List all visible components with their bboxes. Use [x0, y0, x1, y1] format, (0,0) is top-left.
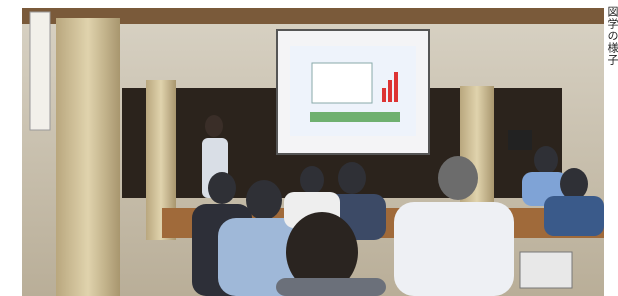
slide-bar	[382, 88, 386, 102]
slide-bar	[388, 80, 392, 102]
handout	[520, 252, 572, 288]
page: {"caption": "図学の様子"} 図学の様子 (() => { cons…	[0, 0, 618, 296]
slide-banner	[310, 112, 400, 122]
slide-table	[312, 63, 372, 103]
poster	[30, 12, 50, 130]
slide-bar	[394, 72, 398, 102]
curtain-left	[56, 18, 120, 296]
presenter-head	[205, 115, 223, 137]
photo	[22, 8, 604, 296]
camera	[508, 130, 532, 150]
caption: 図学の様子	[607, 6, 618, 66]
